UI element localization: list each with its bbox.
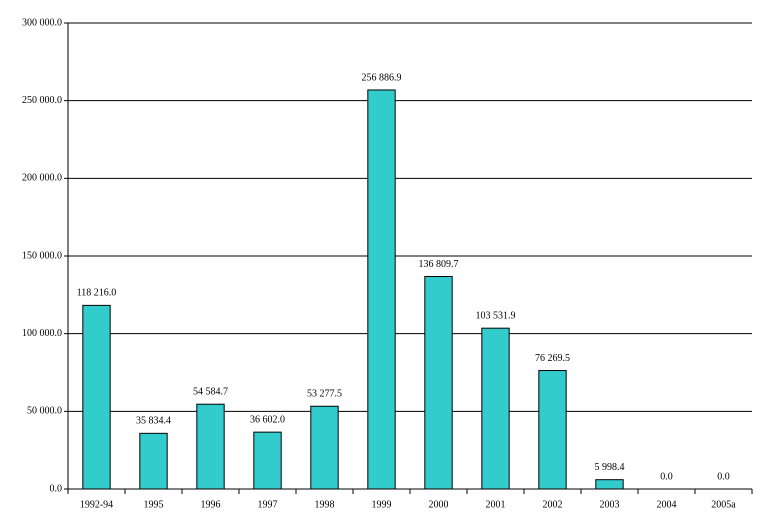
bar (481, 327, 510, 490)
y-tick-label: 300 000.0 (22, 17, 62, 28)
bar (595, 479, 624, 490)
bar (538, 370, 567, 490)
bar (139, 432, 168, 490)
value-label: 118 216.0 (77, 288, 117, 299)
x-tick-label: 2002 (543, 499, 563, 510)
y-tick-label: 150 000.0 (22, 250, 62, 261)
x-tick-label: 2003 (600, 499, 620, 510)
x-tick-label: 1992-94 (80, 499, 113, 510)
value-label: 103 531.9 (476, 310, 516, 321)
y-tick-label: 250 000.0 (22, 95, 62, 106)
value-label: 35 834.4 (136, 416, 171, 427)
x-tick-label: 1999 (372, 499, 392, 510)
value-label: 136 809.7 (419, 259, 459, 270)
x-tick-label: 1996 (201, 499, 221, 510)
x-tick-label: 2000 (429, 499, 449, 510)
bar (424, 275, 453, 490)
y-tick-label: 0.0 (50, 483, 63, 494)
y-tick-label: 100 000.0 (22, 328, 62, 339)
bar (310, 405, 339, 490)
bar (196, 403, 225, 490)
x-tick-label: 2001 (486, 499, 506, 510)
x-tick-label: 2005a (711, 499, 736, 510)
bar (82, 304, 111, 490)
x-tick-label: 1998 (315, 499, 335, 510)
value-label: 5 998.4 (595, 462, 625, 473)
x-tick-label: 1995 (144, 499, 164, 510)
bar (253, 431, 282, 490)
x-tick-label: 1997 (258, 499, 278, 510)
y-tick-label: 200 000.0 (22, 173, 62, 184)
x-tick-label: 2004 (657, 499, 677, 510)
value-label: 0.0 (717, 471, 730, 482)
value-label: 76 269.5 (535, 353, 570, 364)
value-label: 53 277.5 (307, 389, 342, 400)
value-label: 0.0 (660, 471, 673, 482)
value-label: 36 602.0 (250, 414, 285, 425)
bar (367, 89, 396, 490)
value-label: 256 886.9 (362, 72, 402, 83)
y-tick-label: 50 000.0 (27, 406, 62, 417)
value-label: 54 584.7 (193, 387, 228, 398)
